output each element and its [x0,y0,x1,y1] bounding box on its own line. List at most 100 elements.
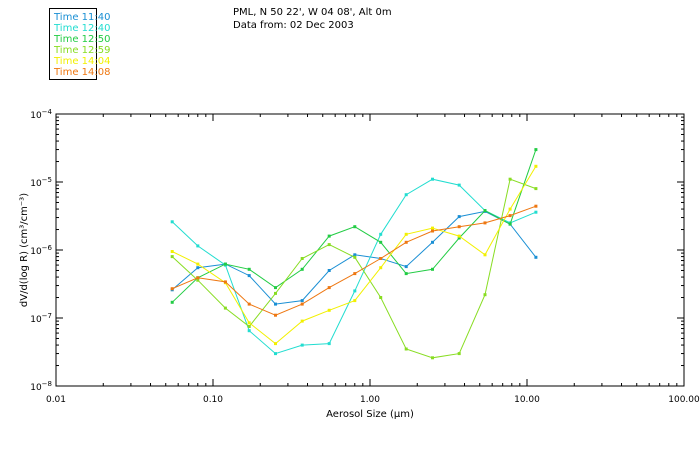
data-point-t1259 [404,347,408,351]
data-point-t1404 [300,319,304,323]
x-tick-label: 10.00 [514,395,540,405]
x-tick-label: 0.01 [46,395,66,405]
data-point-t1408 [483,221,487,225]
data-point-t1259 [431,356,434,360]
x-axis-label: Aerosol Size (µm) [326,409,414,420]
y-tick-label: 10−7 [30,312,52,325]
data-point-t1140 [196,266,200,270]
series-line-t1408 [172,205,537,316]
data-point-t1140 [300,299,304,303]
data-point-t1240 [353,289,357,293]
x-axis: 0.01 0.10 1.00 10.00 100.00 [46,114,700,405]
data-point-t1408 [404,240,408,244]
legend-item-1240: Time 12:40 [54,23,111,34]
plot-frame [55,113,685,387]
data-point-t1408 [223,280,227,284]
data-point-t1259 [196,278,200,282]
data-point-t1140 [404,265,408,269]
data-point-t1240 [300,343,304,347]
data-point-t1408 [534,204,538,208]
data-point-t1240 [431,177,434,181]
data-point-t1408 [353,272,357,276]
data-point-t1240 [274,352,277,356]
legend-item-1259: Time 12:59 [54,45,111,56]
legend: Time 11:40 Time 12:40 Time 12:50 Time 12… [49,8,110,80]
chart-header: PML, N 50 22', W 04 08', Alt 0m Data fro… [233,6,392,32]
data-point-t1250 [353,225,357,229]
data-point-t1259 [534,187,538,191]
data-point-t1240 [404,193,408,197]
data-point-t1408 [170,287,174,291]
data-point-t1408 [300,302,304,306]
data-point-t1408 [327,286,331,290]
data-point-t1408 [508,214,512,218]
data-point-t1250 [170,300,174,304]
x-tick-label: 0.10 [203,395,223,405]
data-point-t1404 [483,253,487,257]
data-date: Data from: 02 Dec 2003 [233,20,354,31]
data-point-t1408 [274,313,277,317]
data-point-t1404 [534,164,538,168]
data-point-t1259 [379,296,383,299]
data-point-t1259 [170,255,174,259]
data-point-t1250 [247,267,251,271]
data-point-t1240 [196,244,200,248]
data-point-t1259 [457,352,461,356]
data-point-t1250 [457,236,461,240]
data-point-t1240 [170,220,174,224]
data-point-t1259 [353,255,357,259]
legend-item-1140: Time 11:40 [54,12,111,23]
data-point-t1250 [379,240,383,244]
data-point-t1408 [457,225,461,229]
data-point-t1240 [379,232,383,236]
legend-item-1408: Time 14:08 [54,67,111,78]
data-point-t1259 [508,177,512,181]
data-point-t1259 [247,325,251,328]
data-point-t1404 [404,232,408,236]
data-point-t1250 [534,148,538,152]
legend-item-1404: Time 14:04 [54,56,111,67]
data-point-t1404 [457,234,461,238]
data-point-t1240 [534,210,538,214]
data-point-t1250 [404,272,408,276]
y-axis: 10−8 10−7 10−6 10−5 10−4 [30,108,684,393]
data-point-t1140 [431,240,434,244]
data-point-t1140 [274,302,277,306]
data-point-t1404 [353,299,357,303]
data-point-t1259 [483,293,487,297]
data-point-t1140 [327,269,331,272]
data-point-t1408 [247,302,251,306]
data-point-t1259 [327,243,331,247]
data-point-t1404 [274,342,277,346]
data-point-t1404 [379,266,383,270]
y-axis-label: dV/d(log R) (cm³/cm⁻³) [19,193,30,307]
y-tick-label: 10−5 [30,176,52,189]
data-point-t1250 [508,222,512,226]
data-point-t1408 [431,229,434,233]
data-point-t1250 [223,262,227,266]
data-point-t1140 [353,253,357,257]
legend-item-1250: Time 12:50 [54,34,111,45]
data-point-t1408 [196,276,200,280]
data-point-t1250 [327,234,331,238]
data-point-t1404 [508,207,512,211]
y-tick-label: 10−4 [30,108,52,121]
x-tick-label: 100.00 [668,395,700,405]
data-point-t1404 [327,308,331,312]
data-point-t1404 [431,226,434,230]
data-point-t1404 [247,321,251,325]
data-point-t1240 [457,183,461,187]
data-point-t1259 [223,306,227,310]
data-point-t1140 [534,255,538,259]
y-tick-label: 10−8 [30,380,52,393]
x-tick-label: 1.00 [360,395,380,405]
data-point-t1250 [431,267,434,271]
data-point-t1404 [170,250,174,253]
data-point-t1259 [300,257,304,260]
data-point-t1250 [274,286,277,290]
data-point-t1140 [457,215,461,219]
location-title: PML, N 50 22', W 04 08', Alt 0m [233,7,392,18]
series-layer [170,148,538,360]
y-tick-label: 10−6 [30,244,52,257]
